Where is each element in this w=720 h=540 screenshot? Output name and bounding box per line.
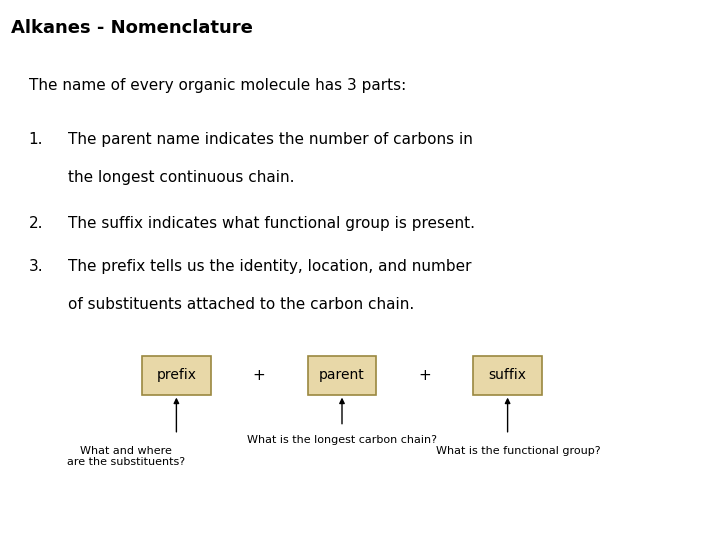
- Text: The name of every organic molecule has 3 parts:: The name of every organic molecule has 3…: [29, 78, 406, 93]
- Text: 1.: 1.: [29, 132, 43, 147]
- Text: suffix: suffix: [489, 368, 526, 382]
- Text: +: +: [253, 368, 266, 383]
- Text: prefix: prefix: [156, 368, 197, 382]
- Text: +: +: [418, 368, 431, 383]
- Text: the longest continuous chain.: the longest continuous chain.: [68, 170, 295, 185]
- Text: 2.: 2.: [29, 216, 43, 231]
- Text: The suffix indicates what functional group is present.: The suffix indicates what functional gro…: [68, 216, 475, 231]
- Text: What and where
are the substituents?: What and where are the substituents?: [67, 446, 185, 467]
- Text: What is the functional group?: What is the functional group?: [436, 446, 600, 456]
- Text: The prefix tells us the identity, location, and number: The prefix tells us the identity, locati…: [68, 259, 472, 274]
- Text: The parent name indicates the number of carbons in: The parent name indicates the number of …: [68, 132, 473, 147]
- Text: 3.: 3.: [29, 259, 43, 274]
- Text: of substituents attached to the carbon chain.: of substituents attached to the carbon c…: [68, 297, 415, 312]
- Text: Alkanes - Nomenclature: Alkanes - Nomenclature: [11, 19, 253, 37]
- FancyBboxPatch shape: [474, 356, 541, 395]
- FancyBboxPatch shape: [308, 356, 376, 395]
- Text: parent: parent: [319, 368, 365, 382]
- Text: What is the longest carbon chain?: What is the longest carbon chain?: [247, 435, 437, 445]
- FancyBboxPatch shape: [143, 356, 210, 395]
